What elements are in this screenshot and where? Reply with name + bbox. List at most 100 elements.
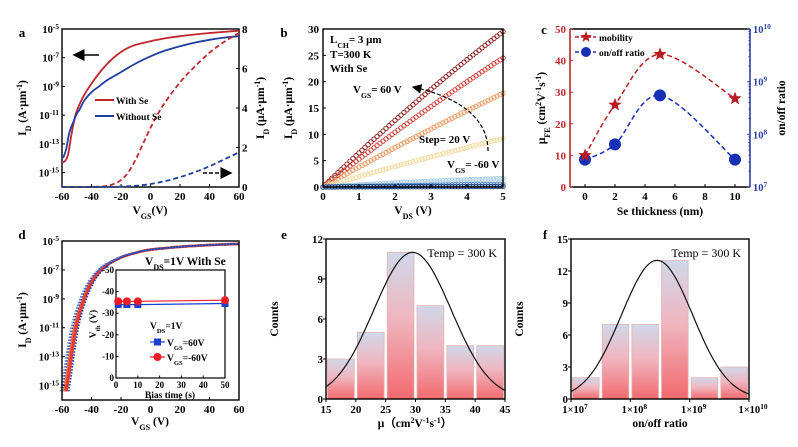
inset-x-tick-label: 40 — [199, 380, 209, 390]
data-point — [440, 120, 446, 126]
panel-label: a — [19, 25, 26, 40]
gaussian-fit-line — [570, 259, 750, 395]
data-point — [443, 150, 449, 156]
inset-circle-point — [221, 296, 229, 305]
data-point — [494, 33, 500, 39]
series-line — [61, 35, 240, 159]
data-point — [389, 120, 395, 126]
data-point — [434, 123, 440, 129]
data-point — [464, 108, 470, 114]
series-line — [59, 243, 240, 392]
y-right-tick-label: 1010 — [753, 22, 771, 37]
y-axis-label: Counts — [514, 301, 526, 337]
data-point — [386, 123, 392, 129]
x-tick-label: -40 — [84, 404, 99, 416]
data-point — [410, 158, 416, 165]
data-point — [374, 133, 380, 140]
data-point — [413, 99, 419, 105]
x-tick-label: 4 — [642, 191, 648, 203]
data-point — [497, 92, 503, 98]
data-point — [434, 152, 440, 158]
panel-d: d -60 -40 -20 0 20 40 60 10-5 10-7 10-9 10-11 10-13 1… — [15, 227, 246, 432]
data-point — [347, 176, 353, 182]
data-point — [434, 81, 440, 87]
data-point — [422, 129, 428, 135]
inset-series-line — [118, 299, 226, 302]
data-point — [410, 102, 416, 108]
y-right-tick-label: 109 — [753, 74, 768, 89]
x-tick-label: 1 — [356, 191, 362, 203]
data-point — [392, 117, 398, 124]
data-point — [488, 138, 494, 145]
x-tick-label: 0 — [148, 404, 154, 416]
data-point — [353, 174, 359, 181]
series-line — [61, 151, 240, 188]
inset-y-axis-label: Vth (V) — [88, 310, 102, 338]
data-point — [455, 64, 461, 70]
panel-label: c — [541, 22, 547, 37]
data-point — [389, 180, 395, 186]
data-point — [335, 169, 341, 176]
y-left-tick-label: 20 — [555, 119, 567, 131]
inset-x-tick-label: 0 — [114, 380, 119, 390]
data-point — [407, 104, 413, 110]
x-tick-label: 40 — [204, 191, 216, 203]
data-point — [440, 76, 446, 82]
data-point — [401, 161, 407, 167]
inset-y-tick-label: 0 — [110, 373, 115, 383]
y-tick-label: 0 — [563, 394, 569, 406]
series-line — [61, 29, 240, 164]
legend: With Se Without Se — [95, 97, 162, 123]
data-point — [476, 102, 482, 108]
x-tick-label: 2 — [392, 191, 398, 203]
x-axis-label: μ（cm2V-1s-1） — [378, 416, 452, 431]
data-point — [350, 155, 356, 162]
data-point — [371, 169, 377, 175]
y-right-axis-label: on/off ratio — [776, 80, 788, 136]
data-point — [464, 57, 470, 63]
data-point — [359, 173, 365, 179]
histogram-bar — [720, 366, 748, 400]
x-axis-label: VGS(V) — [132, 205, 167, 221]
panel-a: a-60 -40 -20 0 20 40 6010-510-710-910-1110-131… — [15, 22, 271, 221]
y-tick-label: 10 — [308, 129, 320, 141]
data-point — [431, 84, 437, 90]
mobility-point — [653, 47, 667, 60]
inset-y-tick-label: -30 — [102, 308, 114, 318]
data-point — [389, 164, 395, 170]
data-point — [473, 103, 479, 110]
data-point — [437, 121, 443, 128]
y-tick-label: 10-7 — [42, 262, 59, 277]
x-tick-label: 1×1010 — [738, 402, 767, 417]
data-point — [377, 131, 383, 137]
data-point — [428, 154, 434, 160]
data-point — [356, 173, 362, 180]
data-point — [491, 138, 497, 144]
inset-circle-point — [122, 297, 131, 306]
x-tick-label: -60 — [55, 404, 70, 416]
annotation-vds: VDS=1V With Se — [145, 256, 226, 272]
x-tick-label: 2 — [612, 191, 618, 203]
x-tick-label: 20 — [175, 191, 187, 203]
inset: 0 10 20 30 40 50 0 -10 -20 -30 -40 -50 Bias time (s)… — [88, 265, 230, 401]
y-right-tick-label: 0 — [242, 182, 248, 194]
y-left-tick-label: 10-13 — [39, 136, 60, 151]
data-point — [485, 40, 491, 46]
annotation-with-se: With Se — [330, 63, 368, 75]
histogram-bar — [631, 323, 659, 400]
data-point — [476, 141, 482, 148]
on-off-ratio-point — [609, 138, 621, 151]
data-point — [338, 167, 344, 173]
data-point — [344, 177, 350, 183]
data-point — [377, 153, 383, 159]
data-point — [416, 96, 422, 103]
data-point — [395, 180, 401, 186]
data-point — [479, 45, 485, 51]
data-point — [398, 162, 404, 168]
data-point — [380, 167, 386, 173]
data-point — [365, 142, 371, 148]
x-axis-label: Se thickness (nm) — [617, 206, 703, 218]
inset-y-tick-label: -50 — [102, 265, 114, 275]
data-point — [398, 141, 404, 148]
data-point — [476, 47, 482, 53]
